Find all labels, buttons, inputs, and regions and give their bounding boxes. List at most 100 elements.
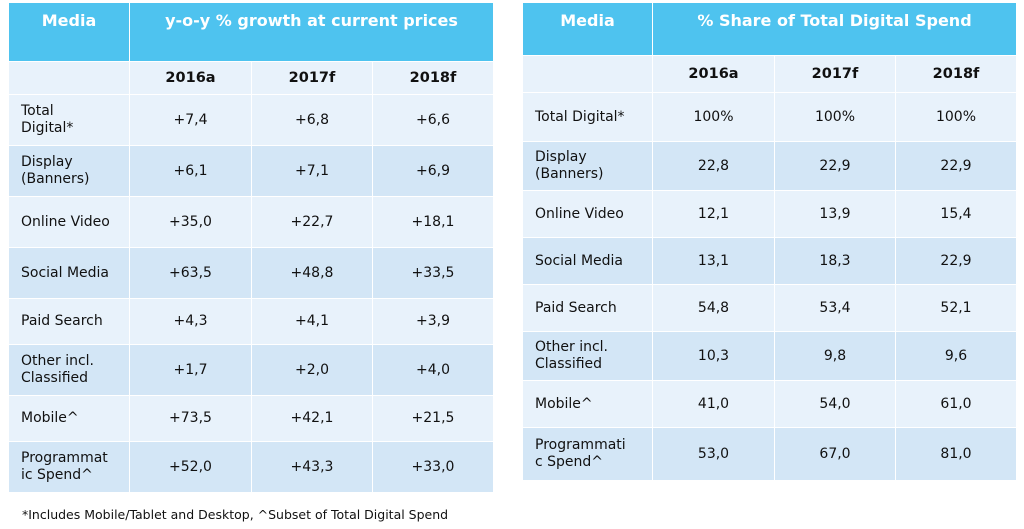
cell-value: 81,0: [894, 427, 1018, 481]
cell-value: 22,8: [652, 141, 775, 191]
row-label-line: Other incl.: [21, 353, 95, 369]
year-label: 2017f: [774, 55, 896, 93]
cell-value: 100%: [774, 92, 896, 142]
table-row: Total Digital* +7,4 +6,8 +6,6: [8, 94, 494, 146]
row-label: Other incl. Classified: [8, 344, 130, 396]
cell-value: 13,9: [774, 190, 896, 238]
row-label: Paid Search: [522, 284, 653, 332]
table-title: y-o-y % growth at current prices: [129, 2, 494, 62]
footnote: *Includes Mobile/Tablet and Desktop, ^Su…: [22, 507, 449, 522]
table-row: Display (Banners) 22,8 22,9 22,9: [522, 141, 1018, 191]
row-label-line: Programmati: [535, 437, 626, 453]
table-row: Programmati c Spend^ 53,0 67,0 81,0: [522, 427, 1018, 481]
cell-value: 10,3: [652, 331, 775, 381]
year-label: 2016a: [652, 55, 775, 93]
year-row: 2016a 2017f 2018f: [522, 55, 1018, 93]
cell-value: +43,3: [251, 441, 373, 493]
table-row: Online Video 12,1 13,9 15,4: [522, 190, 1018, 238]
row-label-line: c Spend^: [535, 454, 604, 470]
table-row: Mobile^ +73,5 +42,1 +21,5: [8, 395, 494, 442]
share-table: Media% Share of Total Digital Spend 2016a…: [522, 2, 1018, 481]
header-row: Media y-o-y % growth at current prices: [8, 2, 494, 62]
cell-value: 18,3: [774, 237, 896, 285]
cell-value: 54,8: [652, 284, 775, 332]
cell-value: 100%: [652, 92, 775, 142]
row-label: Online Video: [522, 190, 653, 238]
row-label-line: Programmat: [21, 450, 108, 466]
row-label-line: Social Media: [21, 264, 110, 281]
cell-value: 12,1: [652, 190, 775, 238]
cell-value: +73,5: [129, 395, 252, 442]
cell-value: +4,0: [372, 344, 494, 396]
cell-value: 15,4: [894, 190, 1018, 238]
cell-value: +42,1: [251, 395, 373, 442]
row-label: Display (Banners): [8, 145, 130, 197]
table-row: Other incl. Classified 10,3 9,8 9,6: [522, 331, 1018, 381]
cell-value: +35,0: [129, 196, 252, 248]
year-label: 2018f: [894, 55, 1018, 93]
row-label-line: Display: [21, 154, 73, 170]
cell-value: +2,0: [251, 344, 373, 396]
cell-value: +1,7: [129, 344, 252, 396]
header-media: Media: [522, 2, 653, 56]
cell-value: +6,8: [251, 94, 373, 146]
header-media: Media: [8, 2, 130, 62]
row-label-line: Online Video: [535, 205, 624, 222]
table-row: Display (Banners) +6,1 +7,1 +6,9: [8, 145, 494, 197]
table-row: Paid Search 54,8 53,4 52,1: [522, 284, 1018, 332]
cell-value: 9,8: [774, 331, 896, 381]
row-label: Total Digital*: [8, 94, 130, 146]
cell-value: +63,5: [129, 247, 252, 299]
row-label: Social Media: [522, 237, 653, 285]
cell-value: +22,7: [251, 196, 373, 248]
row-label: Paid Search: [8, 298, 130, 345]
cell-value: 53,0: [652, 427, 775, 481]
cell-value: +33,0: [372, 441, 494, 493]
row-label: Online Video: [8, 196, 130, 248]
row-label-line: Classified: [535, 356, 603, 372]
cell-value: 22,9: [894, 237, 1018, 285]
cell-value: 54,0: [774, 380, 896, 428]
table-row: Online Video +35,0 +22,7 +18,1: [8, 196, 494, 248]
cell-value: 53,4: [774, 284, 896, 332]
year-label: 2016a: [129, 61, 252, 95]
cell-value: +48,8: [251, 247, 373, 299]
table-row: Other incl. Classified +1,7 +2,0 +4,0: [8, 344, 494, 396]
cell-value: 67,0: [774, 427, 896, 481]
cell-value: 22,9: [774, 141, 896, 191]
table-row: Social Media 13,1 18,3 22,9: [522, 237, 1018, 285]
cell-value: +3,9: [372, 298, 494, 345]
row-label: Mobile^: [8, 395, 130, 442]
year-blank: [522, 55, 653, 93]
row-label-line: Display: [535, 149, 587, 165]
cell-value: +7,4: [129, 94, 252, 146]
row-label: Social Media: [8, 247, 130, 299]
table-row: Social Media +63,5 +48,8 +33,5: [8, 247, 494, 299]
cell-value: 13,1: [652, 237, 775, 285]
row-label: Mobile^: [522, 380, 653, 428]
row-label-line: (Banners): [21, 171, 90, 187]
row-label-line: Mobile^: [21, 410, 79, 426]
cell-value: 52,1: [894, 284, 1018, 332]
year-row: 2016a 2017f 2018f: [8, 61, 494, 95]
cell-value: +33,5: [372, 247, 494, 299]
cell-value: +7,1: [251, 145, 373, 197]
row-label-line: Paid Search: [535, 299, 617, 316]
row-label-line: Total: [21, 103, 54, 119]
row-label-line: Mobile^: [535, 395, 593, 412]
cell-value: +4,3: [129, 298, 252, 345]
growth-table: Media y-o-y % growth at current prices 201…: [8, 2, 494, 493]
row-label: Display (Banners): [522, 141, 653, 191]
cell-value: 22,9: [894, 141, 1018, 191]
cell-value: +52,0: [129, 441, 252, 493]
row-label: Other incl. Classified: [522, 331, 653, 381]
row-label-line: Paid Search: [21, 313, 103, 329]
cell-value: 9,6: [894, 331, 1018, 381]
table-row: Mobile^ 41,0 54,0 61,0: [522, 380, 1018, 428]
cell-value: 100%: [894, 92, 1018, 142]
cell-value: +4,1: [251, 298, 373, 345]
year-blank: [8, 61, 130, 95]
cell-value: 61,0: [894, 380, 1018, 428]
